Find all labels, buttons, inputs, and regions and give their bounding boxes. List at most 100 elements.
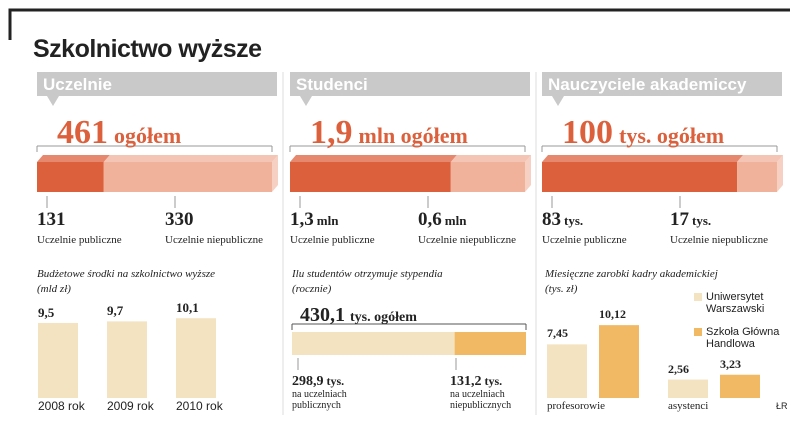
header-bg xyxy=(37,72,277,96)
total-value: 430,1 xyxy=(300,304,345,326)
unit: mln xyxy=(444,213,467,228)
total-suffix: mln ogółem xyxy=(358,123,468,148)
chart-title: Miesięczne zarobki kadry akademickiej xyxy=(545,268,718,280)
segment-name: Uczelnie niepubliczne xyxy=(670,234,769,246)
bar-segment xyxy=(103,162,272,192)
header: Nauczyciele akademiccy xyxy=(548,75,747,94)
total-suffix: tys. ogółem xyxy=(619,123,725,148)
bar xyxy=(107,321,147,398)
unit: mln xyxy=(316,213,339,228)
category: 2008 rok xyxy=(38,399,85,413)
bar-top xyxy=(103,155,278,162)
legend-swatch xyxy=(694,328,702,336)
bar-end xyxy=(525,155,531,192)
bar-segment xyxy=(37,162,104,192)
bar-top xyxy=(290,155,457,162)
bar xyxy=(599,325,639,398)
unit: tys. xyxy=(326,374,345,388)
total-suffix: ogółem xyxy=(114,123,182,148)
credit: ŁR xyxy=(776,401,788,411)
header-pointer xyxy=(300,96,312,106)
chart-subtitle: (tys. zł) xyxy=(545,283,578,295)
bar-end xyxy=(272,155,278,192)
total-value: 461 xyxy=(57,114,108,151)
chart-title: Budżetowe środki na szkolnictwo wyższe xyxy=(37,268,216,280)
bar-segment xyxy=(450,162,525,192)
value: 17 xyxy=(670,209,689,230)
category: profesorowie xyxy=(547,400,606,412)
title: Szkolnictwo wyższe xyxy=(33,35,262,63)
total: 430,1 tys. ogółem xyxy=(300,304,417,326)
bar-top xyxy=(37,155,110,162)
value: 0,6 xyxy=(418,209,442,230)
segment-name: Uczelnie publiczne xyxy=(37,234,122,246)
total: 1,9 mln ogółem xyxy=(310,114,468,151)
header-pointer xyxy=(47,96,59,106)
value-label: 2,56 xyxy=(668,361,689,376)
segment-value: 131 xyxy=(37,209,66,231)
value-label: 3,23 xyxy=(720,356,741,371)
header-pointer xyxy=(552,96,564,106)
segment-value: 17 tys. xyxy=(670,209,712,231)
unit: tys. xyxy=(692,213,712,228)
category: 2009 rok xyxy=(107,399,154,413)
segment-value: 83 tys. xyxy=(542,209,584,231)
total-value: 1,9 xyxy=(310,114,353,151)
unit: tys. xyxy=(564,213,584,228)
bar-segment xyxy=(290,162,451,192)
total-value: 100 xyxy=(562,114,613,151)
bar xyxy=(38,322,78,398)
bar xyxy=(547,344,587,398)
category: 2010 rok xyxy=(176,399,223,413)
value-label: 10,1 xyxy=(176,300,199,316)
legend-label: Szkoła Główna Handlowa xyxy=(706,326,780,351)
segment-name: na uczelniach niepublicznych xyxy=(450,389,512,411)
value: 131,2 xyxy=(450,374,482,389)
chart-subtitle: (rocznie) xyxy=(292,283,332,295)
value: 131 xyxy=(37,209,66,230)
header-bg xyxy=(290,72,530,96)
value-label: 7,45 xyxy=(547,326,568,341)
legend-swatch xyxy=(694,293,702,301)
segment-name: Uczelnie publiczne xyxy=(290,234,375,246)
bar-end xyxy=(777,155,783,192)
bar-segment xyxy=(292,332,455,355)
chart-title: Ilu studentów otrzymuje stypendia xyxy=(292,268,443,280)
header-bg xyxy=(542,72,782,96)
value: 298,9 xyxy=(292,374,324,389)
total: 100 tys. ogółem xyxy=(562,114,724,151)
unit: tys. xyxy=(484,374,503,388)
segment-name: Uczelnie niepubliczne xyxy=(418,234,517,246)
bar xyxy=(176,318,216,398)
category: asystenci xyxy=(668,400,709,412)
frame xyxy=(8,8,790,40)
segment-value: 298,9 tys. xyxy=(292,372,344,390)
total: 461 ogółem xyxy=(57,114,181,151)
segment-value: 0,6 mln xyxy=(418,209,467,231)
value: 1,3 xyxy=(290,209,314,230)
bar xyxy=(668,379,708,398)
value-label: 10,12 xyxy=(599,307,626,322)
segment-name: Uczelnie niepubliczne xyxy=(165,234,264,246)
bar xyxy=(720,374,760,398)
value-label: 9,5 xyxy=(38,304,55,320)
total-suffix: tys. ogółem xyxy=(350,310,417,325)
bar-top xyxy=(542,155,744,162)
legend-label: Uniwersytet Warszawski xyxy=(706,291,765,316)
segment-name: Uczelnie publiczne xyxy=(542,234,627,246)
segment-value: 330 xyxy=(165,209,194,231)
bar-segment xyxy=(454,332,526,355)
bar-segment xyxy=(737,162,777,192)
value-label: 9,7 xyxy=(107,303,124,319)
value: 83 xyxy=(542,209,561,230)
value: 330 xyxy=(165,209,194,230)
segment-value: 131,2 tys. xyxy=(450,372,502,390)
chart-subtitle: (mld zł) xyxy=(37,283,71,295)
segment-name: na uczelniach publicznych xyxy=(292,389,347,411)
header: Studenci xyxy=(296,75,368,94)
header: Uczelnie xyxy=(43,75,112,94)
bar-top xyxy=(737,155,783,162)
bar-top xyxy=(450,155,531,162)
